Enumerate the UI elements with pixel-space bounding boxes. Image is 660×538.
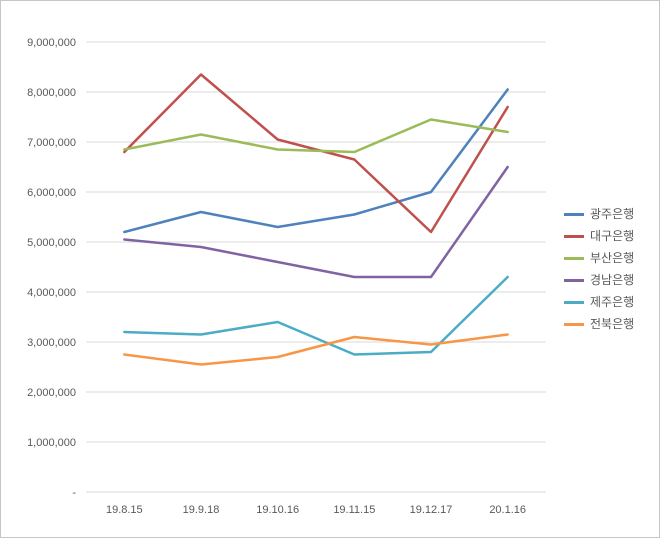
y-tick-label: 9,000,000 [27, 37, 76, 49]
legend-item: 광주은행 [564, 207, 634, 222]
legend-label: 경남은행 [590, 273, 635, 287]
legend-line-marker [564, 301, 584, 304]
y-tick-label: 6,000,000 [27, 187, 76, 199]
legend-label: 대구은행 [590, 229, 635, 243]
series-line-전북은행 [123, 333, 509, 366]
series-line-경남은행 [123, 165, 509, 279]
y-tick-label: 1,000,000 [27, 437, 76, 449]
y-tick-label: 3,000,000 [27, 337, 76, 349]
y-tick-label: 2,000,000 [27, 387, 76, 399]
legend-line-marker [564, 323, 584, 326]
legend-item: 대구은행 [564, 229, 634, 244]
series-line-광주은행 [123, 88, 509, 234]
x-tick-label: 19.11.15 [333, 504, 375, 516]
x-tick-label: 19.12.17 [410, 504, 453, 516]
legend-item: 부산은행 [564, 251, 634, 266]
x-tick-label: 19.9.18 [183, 504, 220, 516]
x-tick-label: 20.1.16 [489, 504, 526, 516]
series-line-부산은행 [123, 118, 509, 154]
legend-item: 제주은행 [564, 295, 634, 310]
legend-line-marker [564, 257, 584, 260]
legend-item: 전북은행 [564, 317, 634, 332]
x-tick-label: 19.10.16 [256, 504, 299, 516]
legend-item: 경남은행 [564, 273, 634, 288]
legend-line-marker [564, 279, 584, 282]
legend-line-marker [564, 213, 584, 216]
y-tick-label: 5,000,000 [27, 237, 76, 249]
x-tick-label: 19.8.15 [106, 504, 143, 516]
series-line-제주은행 [123, 275, 509, 356]
legend-label: 제주은행 [590, 295, 635, 309]
y-tick-label: - [72, 487, 76, 499]
legend-line-marker [564, 235, 584, 238]
legend-label: 광주은행 [590, 207, 635, 221]
y-tick-label: 4,000,000 [27, 287, 76, 299]
y-tick-label: 8,000,000 [27, 87, 76, 99]
series-line-대구은행 [123, 73, 509, 234]
legend-label: 전북은행 [590, 317, 635, 331]
y-tick-label: 7,000,000 [27, 137, 76, 149]
legend-label: 부산은행 [590, 251, 635, 265]
